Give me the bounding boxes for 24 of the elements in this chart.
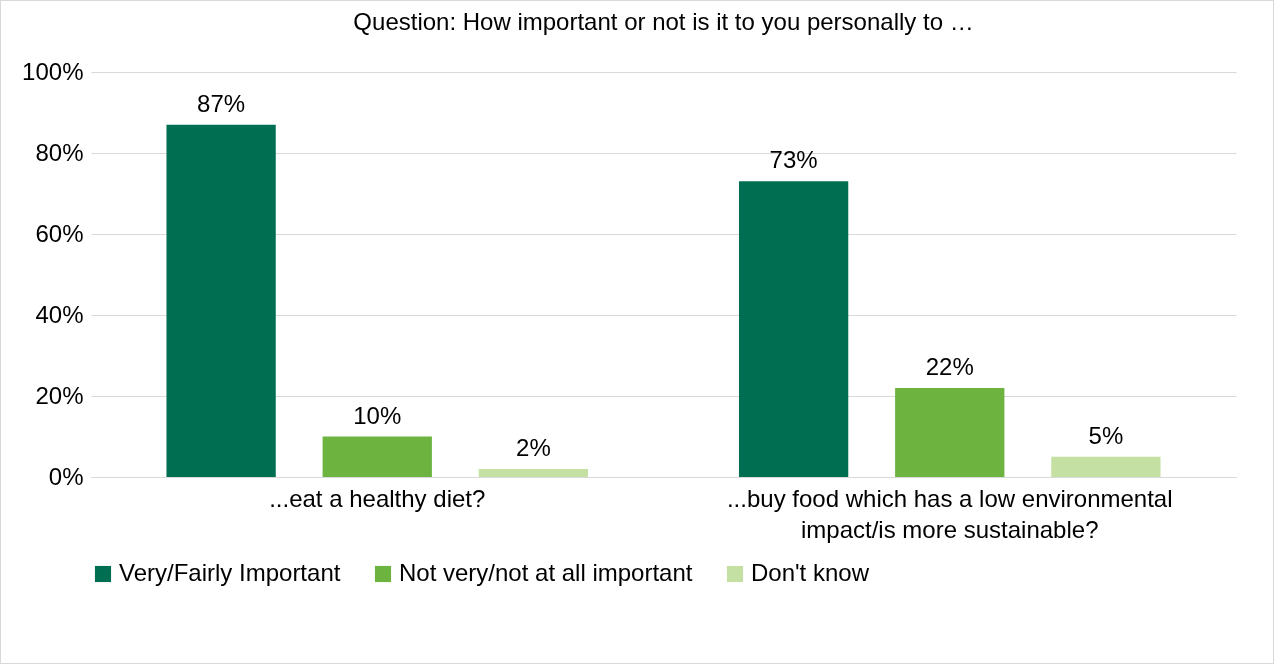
legend-label: Very/Fairly Important xyxy=(119,559,341,586)
data-label: 73% xyxy=(769,146,818,174)
y-tick-label: 60% xyxy=(35,219,84,247)
x-tick-label: ...buy food which has a low environmental impact/is more sustainable? xyxy=(726,484,1173,543)
y-tick-label: 80% xyxy=(35,138,84,166)
y-tick-label: 0% xyxy=(48,462,84,490)
data-label: 87% xyxy=(197,89,246,117)
data-label: 2% xyxy=(516,433,551,461)
y-tick-label: 100% xyxy=(22,57,84,85)
x-tick-label: ...eat a healthy diet? xyxy=(269,484,486,512)
data-label: 22% xyxy=(925,352,974,380)
bar xyxy=(322,436,432,477)
bar xyxy=(478,468,589,477)
chart-title: Question: How important or not is it to you personally to … xyxy=(353,8,974,35)
legend-label: Don't know xyxy=(751,559,870,586)
data-label: 10% xyxy=(353,401,402,429)
y-tick-label: 20% xyxy=(35,381,84,409)
y-tick-label: 40% xyxy=(35,300,84,328)
bar xyxy=(895,387,1005,477)
bar xyxy=(738,181,849,477)
bar xyxy=(166,124,276,477)
data-label: 5% xyxy=(1088,421,1124,449)
bar xyxy=(1051,456,1161,477)
legend-label: Not very/not at all important xyxy=(399,559,693,586)
